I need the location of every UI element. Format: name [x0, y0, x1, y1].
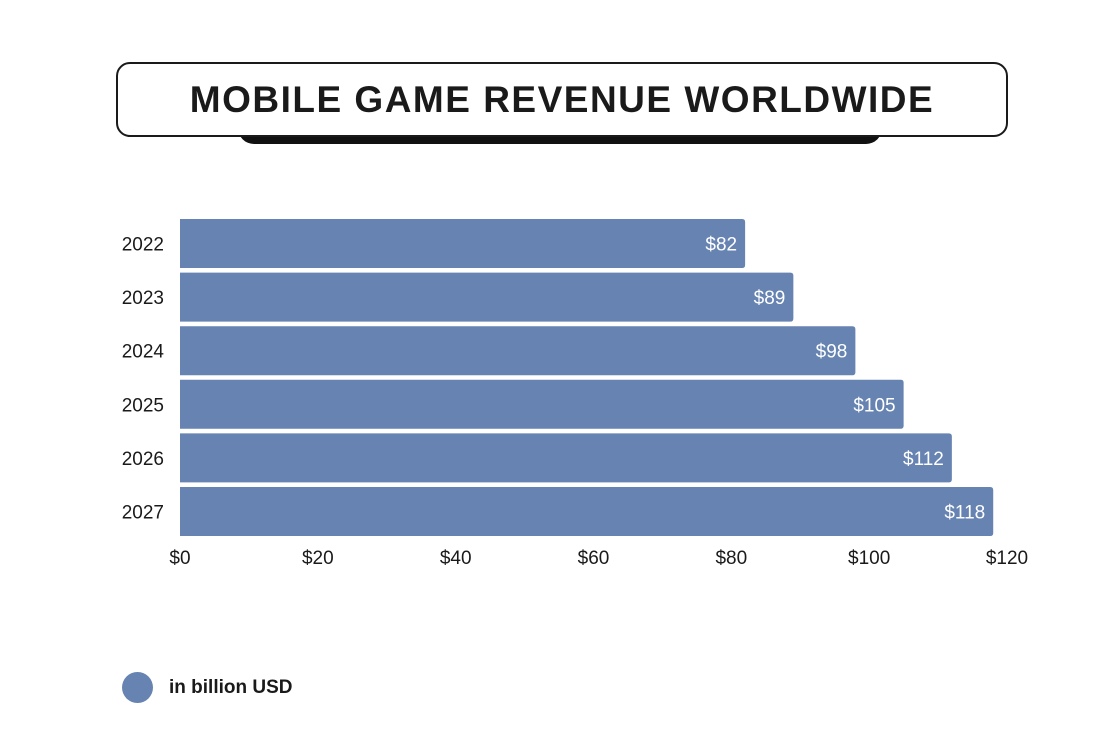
- legend-label: in billion USD: [169, 676, 293, 698]
- legend-color-dot: [122, 672, 153, 703]
- bar-value-label: $82: [705, 235, 737, 256]
- x-tick-label: $40: [440, 548, 472, 569]
- x-tick-label: $100: [848, 548, 890, 569]
- title-box: MOBILE GAME REVENUE WORLDWIDE: [116, 62, 1008, 137]
- bar: [180, 487, 994, 536]
- x-tick-label: $20: [302, 548, 334, 569]
- y-tick-label: 2024: [122, 342, 165, 363]
- legend: in billion USD: [122, 672, 293, 703]
- bar-value-label: $112: [903, 449, 944, 470]
- bar: [180, 379, 904, 429]
- bar-value-label: $118: [944, 503, 985, 524]
- y-tick-label: 2027: [122, 503, 164, 524]
- bar-value-label: $89: [754, 288, 786, 309]
- chart-title: MOBILE GAME REVENUE WORLDWIDE: [189, 78, 935, 120]
- y-tick-label: 2026: [122, 449, 164, 470]
- y-tick-label: 2025: [122, 395, 164, 416]
- title-banner: MOBILE GAME REVENUE WORLDWIDE: [116, 62, 1008, 146]
- y-tick-label: 2022: [122, 235, 164, 256]
- x-tick-label: $60: [578, 548, 610, 569]
- bar: [180, 326, 856, 376]
- bar: [180, 433, 952, 483]
- x-tick-label: $80: [715, 548, 747, 569]
- bar-value-label: $105: [853, 395, 895, 416]
- bar-value-label: $98: [816, 342, 848, 363]
- y-tick-label: 2023: [122, 288, 164, 309]
- x-tick-label: $120: [986, 548, 1028, 569]
- x-tick-label: $0: [169, 548, 190, 569]
- bar: [180, 272, 794, 322]
- bar: [180, 219, 746, 268]
